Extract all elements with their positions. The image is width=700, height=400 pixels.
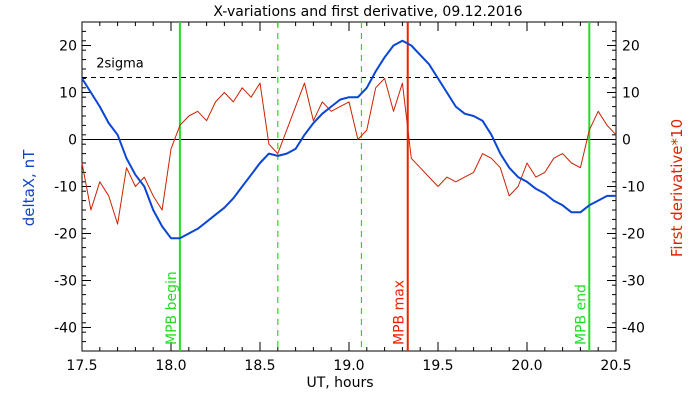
series-layer xyxy=(81,39,617,240)
reference-lines xyxy=(82,22,616,351)
y-tick-label-right: -10 xyxy=(622,180,645,196)
y-tick-label-right: 20 xyxy=(622,39,640,55)
y-axis-label-right: First derivative*10 xyxy=(668,119,686,257)
x-axis-label: UT, hours xyxy=(306,375,373,391)
y-tick-label-right: -20 xyxy=(622,227,645,243)
sigma-label: 2sigma xyxy=(96,56,144,71)
x-tick-label: 20.0 xyxy=(511,358,542,374)
deltaX-series-line xyxy=(81,39,616,240)
x-tick-label: 20.5 xyxy=(600,358,631,374)
x-tick-label: 17.5 xyxy=(66,358,97,374)
derivative-series-line xyxy=(81,77,617,225)
mpb-end-label: MPB end xyxy=(573,284,589,345)
x-tick-label: 18.5 xyxy=(244,358,275,374)
y-tick-label-right: -40 xyxy=(622,321,645,337)
y-axis-label-left: deltaX, nT xyxy=(20,149,38,226)
mpb-max-label: MPB max xyxy=(392,280,408,345)
y-tick-label-left: -20 xyxy=(54,227,77,243)
y-tick-label-left: -10 xyxy=(54,180,77,196)
x-tick-label: 19.0 xyxy=(333,358,364,374)
plot-area: 17.5 18.0 18.5 19.0 19.5 20.0 20.5 20 10 0 -10 -20… xyxy=(54,21,645,374)
y-tick-label-left: 0 xyxy=(68,133,77,149)
y-tick-label-left: -30 xyxy=(54,274,77,290)
mpb-begin-label: MPB begin xyxy=(164,271,180,345)
y-tick-label-left: 20 xyxy=(59,39,77,55)
y-tick-label-right: 10 xyxy=(622,86,640,102)
x-axis: 17.5 18.0 18.5 19.0 19.5 20.0 20.5 xyxy=(66,22,632,374)
y-axis-left: 20 10 0 -10 -20 -30 -40 xyxy=(54,21,91,352)
y-axis-right: 20 10 0 -10 -20 -30 -40 xyxy=(607,21,645,352)
y-tick-label-right: -30 xyxy=(622,274,645,290)
x-tick-label: 19.5 xyxy=(422,358,453,374)
y-tick-label-left: -40 xyxy=(54,321,77,337)
x-tick-label: 18.0 xyxy=(155,358,186,374)
y-tick-label-right: 0 xyxy=(622,133,631,149)
chart-title: X-variations and first derivative, 09.12… xyxy=(213,4,522,20)
plot-frame xyxy=(81,21,617,352)
y-tick-label-left: 10 xyxy=(59,86,77,102)
